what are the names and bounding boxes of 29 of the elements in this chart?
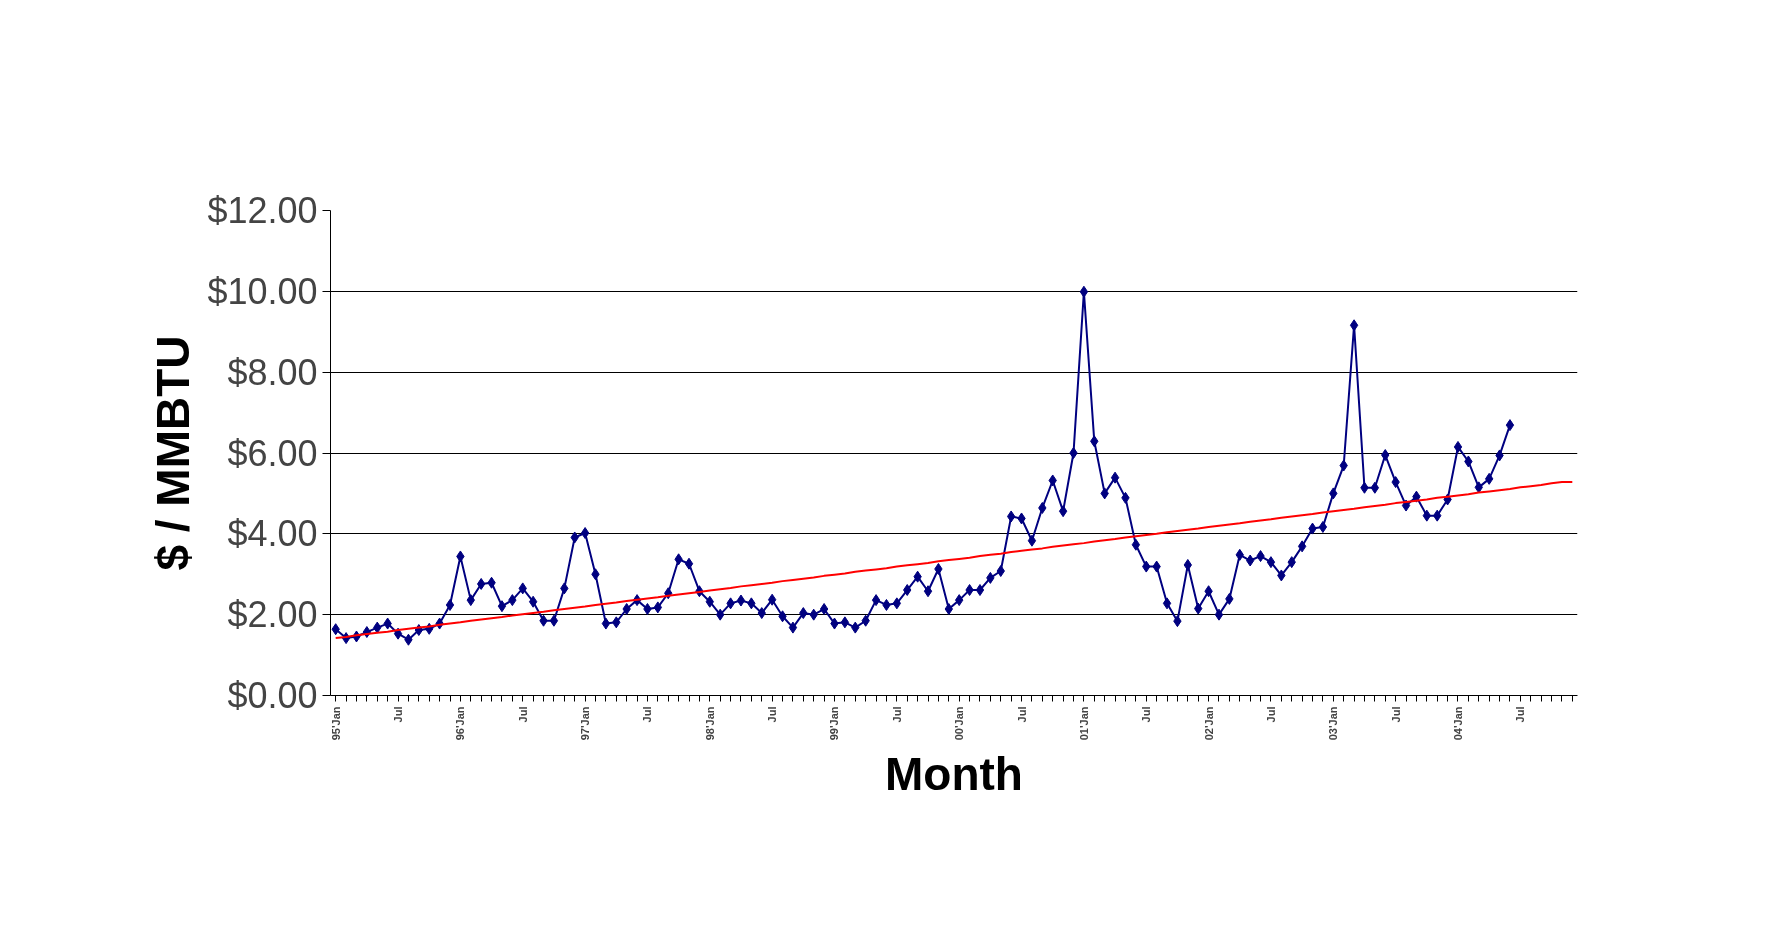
x-tick-label: Jul: [1514, 706, 1527, 723]
x-tick-label: 03'Jan: [1327, 706, 1340, 741]
x-tick-label: Jul: [890, 706, 903, 723]
x-tick-label: 01'Jan: [1077, 706, 1090, 741]
x-tick-label: 98'Jan: [703, 706, 716, 741]
x-tick-label: Jul: [1015, 706, 1028, 723]
x-tick-label: Jul: [766, 706, 779, 723]
y-tick-label: $0.00: [227, 675, 318, 716]
x-axis-title: Month: [885, 748, 1023, 801]
x-tick-label: Jul: [1389, 706, 1402, 723]
y-tick-label: $8.00: [227, 351, 318, 393]
x-tick-label: Jul: [392, 706, 405, 723]
x-tick-label: 02'Jan: [1202, 706, 1215, 741]
x-tick-label: 00'Jan: [953, 706, 966, 741]
y-axis-title: $ / MMBTU: [147, 335, 200, 571]
y-tick-label: $2.00: [227, 594, 318, 636]
x-tick-label: 96'Jan: [454, 706, 467, 741]
x-tick-label: Jul: [516, 706, 529, 723]
y-tick-label: $6.00: [227, 432, 318, 474]
x-tick-label: Jul: [1140, 706, 1153, 723]
x-tick-label: Jul: [641, 706, 654, 723]
x-tick-label: 97'Jan: [579, 706, 592, 741]
x-tick-label: 04'Jan: [1452, 706, 1464, 741]
y-tick-label: $4.00: [227, 513, 318, 555]
x-tick-label: 99'Jan: [828, 706, 841, 741]
y-tick-label: $12.00: [207, 190, 318, 231]
x-tick-label: Jul: [1264, 706, 1277, 723]
x-tick-label: 95'Jan: [329, 706, 342, 741]
y-tick-label: $10.00: [207, 270, 318, 312]
